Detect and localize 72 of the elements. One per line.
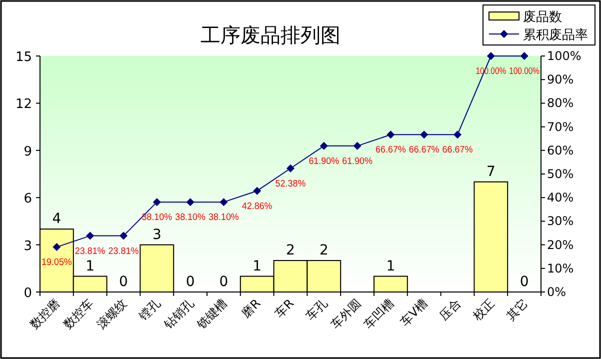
point: [420, 130, 428, 139]
y2-tick-label: 10%: [547, 261, 574, 276]
data-label: 1: [252, 258, 262, 274]
x-tick-label: 校正: [469, 296, 498, 324]
y-tick-label: 15: [15, 50, 32, 65]
legend-label: 累积废品率: [523, 27, 588, 43]
point: [86, 232, 94, 240]
data-label: 19.05%: [42, 257, 74, 268]
y2-tick-label: 20%: [547, 238, 574, 252]
y2-tick-label: 90%: [547, 72, 574, 87]
point: [353, 142, 362, 150]
data-label: 66.67%: [376, 144, 408, 156]
point: [486, 52, 495, 60]
y2-tick-label: 30%: [547, 214, 574, 228]
x-tick-label: 其它: [504, 296, 530, 324]
y2-tick-label: 100%: [547, 49, 582, 63]
point: [152, 198, 161, 206]
point: [520, 52, 528, 60]
data-label: 38.10%: [142, 212, 174, 224]
data-label: 38.10%: [175, 212, 208, 224]
x-tick-label: 车V槽: [398, 296, 430, 329]
data-label: 1: [86, 258, 95, 274]
data-label: 42.86%: [242, 200, 274, 212]
x-tick-label: 车凹槽: [361, 296, 397, 332]
point: [220, 198, 228, 206]
data-label: 52.38%: [275, 178, 308, 190]
data-label: 23.81%: [74, 246, 108, 257]
y-tick-label: 9: [24, 144, 32, 160]
data-label: 66.67%: [442, 144, 475, 156]
chart-title: 工序废品排列图: [200, 23, 340, 47]
x-tick-label: 数控车: [60, 296, 96, 332]
y2-tick-label: 0%: [547, 285, 566, 299]
x-tick-label: 车外圆: [328, 296, 364, 332]
point: [120, 232, 128, 240]
data-label: 3: [152, 226, 162, 243]
data-label: 1: [386, 258, 396, 274]
x-tick-label: 滚螺纹: [94, 296, 130, 332]
y-tick-label: 3: [24, 238, 32, 254]
point: [386, 130, 395, 139]
x-tick-label: 车孔: [303, 296, 330, 324]
point: [186, 198, 194, 206]
data-label: 2: [286, 242, 295, 259]
data-label: 66.67%: [408, 144, 442, 156]
x-tick-label: 铣键槽: [194, 296, 230, 332]
data-label: 38.10%: [208, 212, 241, 224]
y2-tick-label: 50%: [547, 167, 574, 181]
y2-tick-label: 70%: [547, 120, 574, 134]
data-label: 4: [52, 211, 62, 228]
data-label: 23.81%: [108, 246, 141, 257]
point: [320, 142, 328, 150]
x-tick-label: 压合: [436, 296, 464, 324]
y-tick-label: 12: [15, 97, 32, 112]
data-label: 61.90%: [342, 156, 374, 167]
y2-tick-label: 40%: [547, 190, 574, 205]
x-tick-label: 车R: [272, 296, 297, 321]
data-label: 0: [119, 274, 128, 290]
point: [52, 243, 61, 252]
data-label: 7: [486, 164, 496, 180]
point: [286, 164, 294, 172]
data-label: 61.90%: [308, 156, 341, 167]
point: [253, 186, 262, 195]
data-label: 0: [186, 274, 195, 290]
y2-tick-label: 80%: [547, 96, 574, 110]
point: [454, 130, 462, 139]
legend-label: 废品数: [523, 10, 562, 25]
data-label: 100.00%: [509, 66, 547, 77]
y2-tick-label: 60%: [547, 143, 574, 158]
data-label: 0: [520, 274, 529, 290]
data-label: 0: [219, 274, 228, 290]
y-tick-label: 6: [24, 192, 32, 207]
x-tick-label: 磨R: [238, 296, 264, 321]
data-label: 2: [319, 242, 328, 259]
